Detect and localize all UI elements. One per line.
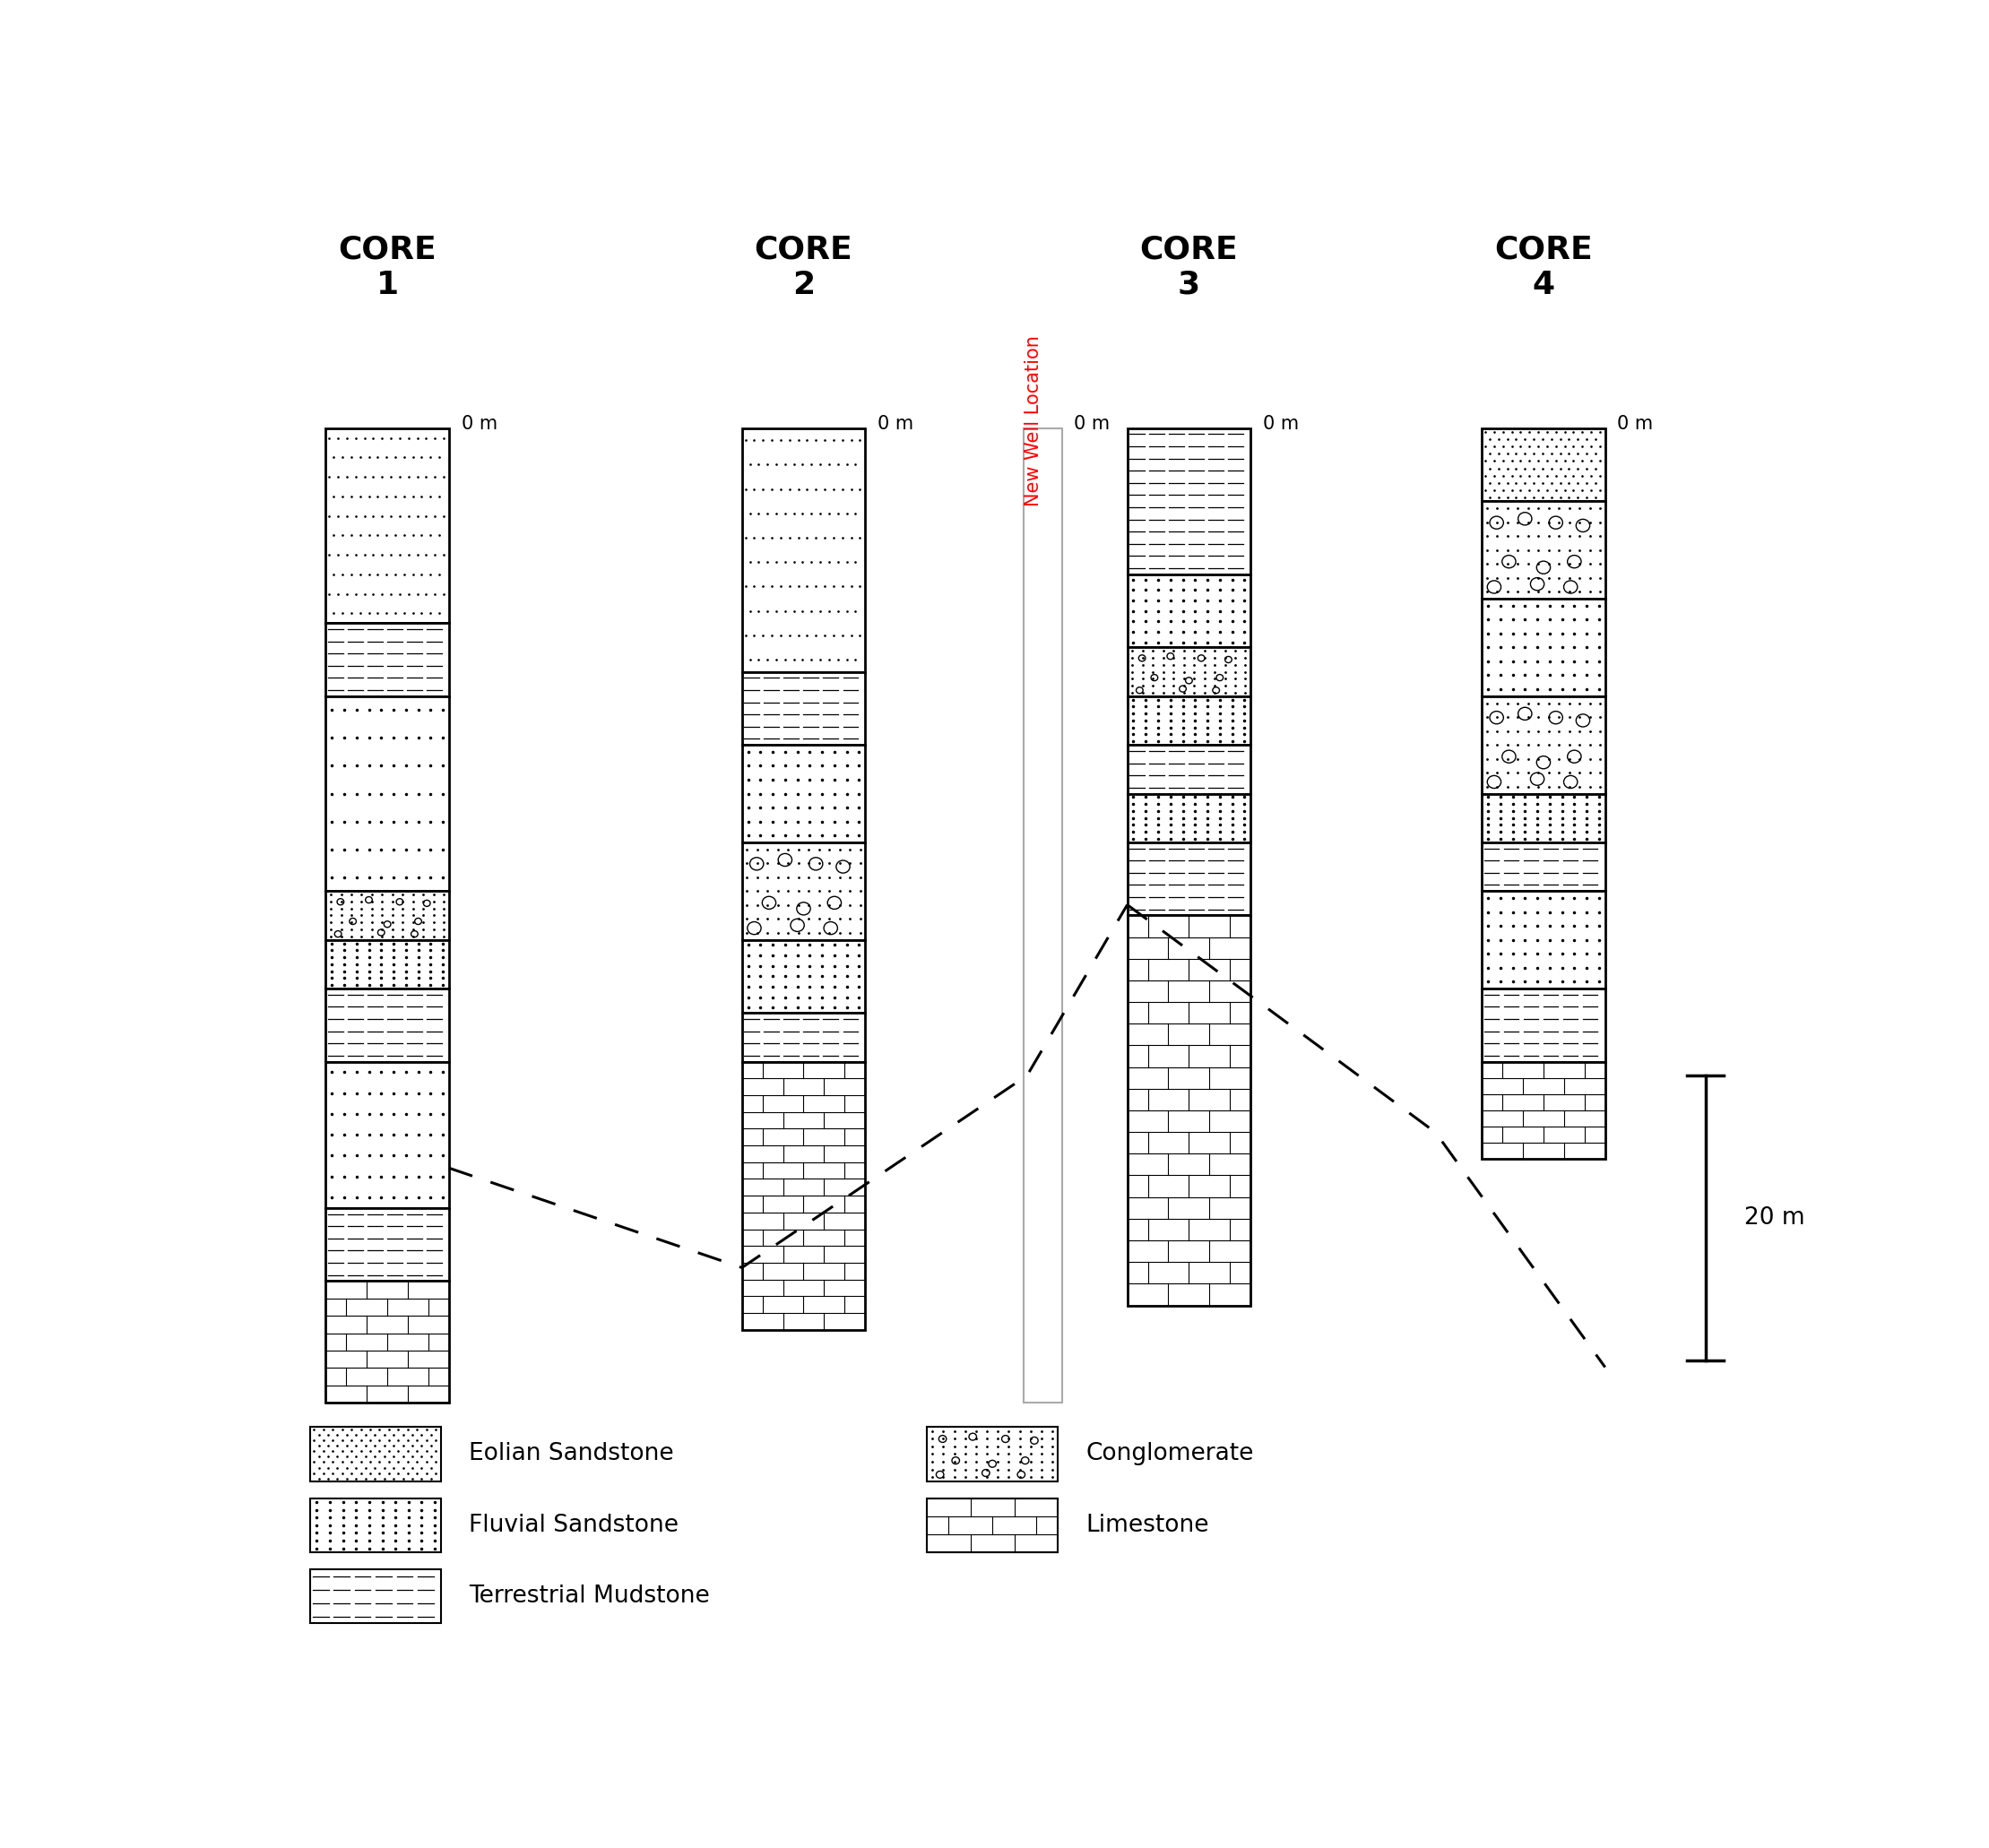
- Bar: [326, 429, 450, 623]
- Text: Terrestrial Mudstone: Terrestrial Mudstone: [469, 1586, 710, 1608]
- Bar: [742, 1013, 865, 1061]
- Text: New Well Location: New Well Location: [1024, 336, 1042, 506]
- Bar: [1482, 989, 1605, 1061]
- Bar: [1128, 745, 1251, 793]
- Bar: [742, 1061, 865, 1331]
- Bar: [326, 941, 450, 989]
- Text: CORE
1: CORE 1: [338, 235, 436, 299]
- Bar: [1482, 599, 1605, 697]
- Text: Fluvial Sandstone: Fluvial Sandstone: [469, 1514, 678, 1538]
- Bar: [310, 1427, 442, 1480]
- Bar: [1128, 697, 1251, 745]
- Bar: [326, 989, 450, 1061]
- Text: 0 m: 0 m: [1617, 414, 1653, 432]
- Text: Conglomerate: Conglomerate: [1086, 1443, 1253, 1465]
- Bar: [1128, 429, 1251, 575]
- Text: Eolian Sandstone: Eolian Sandstone: [469, 1443, 674, 1465]
- Text: 0 m: 0 m: [1263, 414, 1299, 432]
- Bar: [1128, 647, 1251, 697]
- Text: CORE
2: CORE 2: [754, 235, 853, 299]
- Text: Limestone: Limestone: [1086, 1514, 1209, 1538]
- Bar: [326, 623, 450, 697]
- Text: 0 m: 0 m: [877, 414, 913, 432]
- Bar: [927, 1427, 1058, 1480]
- Bar: [1022, 429, 1062, 1403]
- Bar: [1482, 843, 1605, 891]
- Bar: [1482, 501, 1605, 599]
- Bar: [1128, 915, 1251, 1305]
- Bar: [326, 697, 450, 891]
- Bar: [1128, 793, 1251, 843]
- Text: 0 m: 0 m: [1074, 414, 1110, 432]
- Bar: [1482, 429, 1605, 501]
- Text: CORE
3: CORE 3: [1140, 235, 1237, 299]
- Bar: [1482, 697, 1605, 793]
- Bar: [742, 941, 865, 1013]
- Bar: [310, 1499, 442, 1552]
- Bar: [326, 1281, 450, 1403]
- Bar: [742, 429, 865, 673]
- Bar: [742, 673, 865, 745]
- Bar: [326, 1209, 450, 1281]
- Text: 20 m: 20 m: [1744, 1207, 1804, 1229]
- Bar: [326, 891, 450, 941]
- Bar: [1482, 793, 1605, 843]
- Bar: [742, 843, 865, 941]
- Bar: [1128, 575, 1251, 647]
- Bar: [310, 1569, 442, 1623]
- Text: 0 m: 0 m: [461, 414, 497, 432]
- Bar: [326, 1061, 450, 1209]
- Bar: [1482, 1061, 1605, 1159]
- Bar: [742, 745, 865, 843]
- Bar: [1482, 891, 1605, 989]
- Text: CORE
4: CORE 4: [1494, 235, 1593, 299]
- Bar: [927, 1499, 1058, 1552]
- Bar: [1128, 843, 1251, 915]
